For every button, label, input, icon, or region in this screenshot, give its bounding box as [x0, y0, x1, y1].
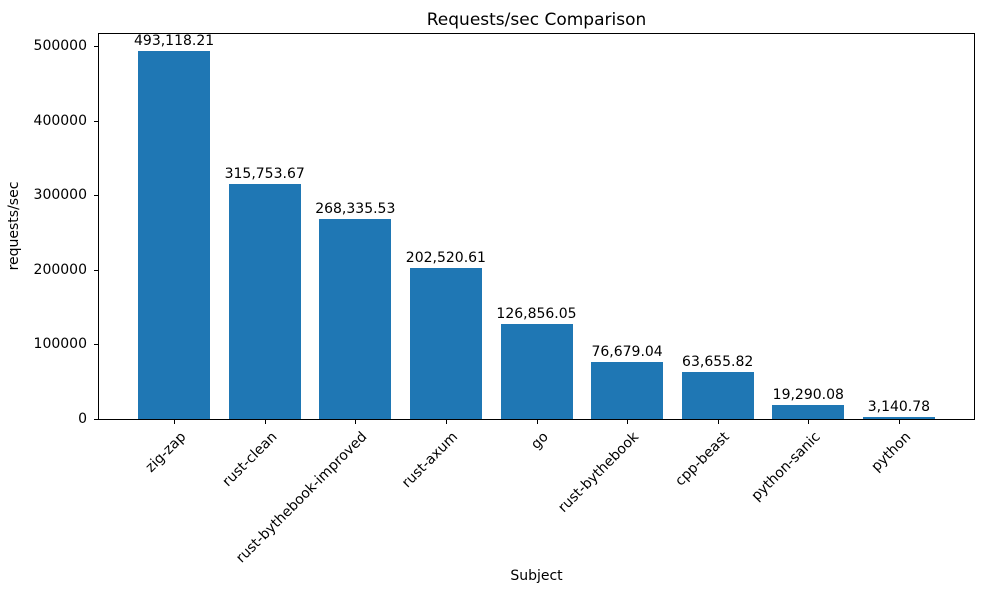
y-tick-label: 500000 — [33, 38, 87, 55]
x-tick-label-cpp-beast: cpp-beast — [672, 429, 734, 490]
bar-value-label: 126,856.05 — [496, 306, 577, 322]
x-axis-label: Subject — [510, 568, 563, 584]
x-tick-mark — [174, 420, 176, 424]
y-tick-mark — [94, 419, 98, 420]
bar-zig-zap — [138, 51, 210, 419]
x-tick-label-rust-clean: rust-clean — [219, 429, 281, 490]
y-tick-mark — [94, 269, 98, 271]
bar-value-label: 3,140.78 — [867, 399, 931, 415]
bar-value-label: 493,118.21 — [134, 33, 215, 49]
y-tick-mark — [94, 120, 98, 122]
y-tick-label: 200000 — [33, 261, 87, 278]
bar-python-sanic — [772, 405, 844, 419]
x-tick-mark — [898, 420, 900, 424]
x-tick-label-rust-axum: rust-axum — [399, 429, 462, 492]
x-tick-mark — [536, 420, 538, 424]
bar-value-label: 315,753.67 — [224, 166, 305, 182]
bar-rust-axum — [410, 268, 482, 419]
bar-value-label: 63,655.82 — [682, 354, 754, 370]
y-tick-mark — [94, 344, 98, 346]
chart-title: Requests/sec Comparison — [426, 10, 647, 30]
bar-rust-bythebook-improved — [319, 219, 391, 419]
bar-go — [501, 324, 573, 419]
x-tick-mark — [445, 420, 447, 424]
y-tick-label: 0 — [78, 411, 87, 427]
x-tick-mark — [264, 420, 266, 424]
bar-cpp-beast — [682, 372, 754, 419]
y-tick-mark — [94, 195, 98, 197]
x-tick-mark — [808, 420, 810, 424]
bar-rust-clean — [229, 184, 301, 419]
x-tick-mark — [355, 420, 357, 424]
x-tick-mark — [627, 420, 629, 424]
x-tick-label-go: go — [528, 429, 552, 453]
x-tick-mark — [717, 420, 719, 424]
y-tick-label: 400000 — [33, 112, 87, 129]
bar-python — [863, 417, 935, 419]
y-tick-label: 300000 — [33, 187, 87, 204]
bar-value-label: 76,679.04 — [591, 344, 663, 360]
x-tick-label-zig-zap: zig-zap — [142, 429, 190, 476]
x-tick-label-rust-bythebook: rust-bythebook — [555, 429, 643, 516]
x-tick-label-python: python — [868, 429, 915, 475]
bar-value-label: 19,290.08 — [772, 387, 844, 403]
y-tick-label: 100000 — [33, 336, 87, 353]
bar-value-label: 268,335.53 — [315, 201, 396, 217]
bar-value-label: 202,520.61 — [405, 250, 486, 266]
x-tick-label-python-sanic: python-sanic — [748, 429, 824, 505]
bar-rust-bythebook — [591, 362, 663, 419]
y-tick-mark — [94, 46, 98, 48]
